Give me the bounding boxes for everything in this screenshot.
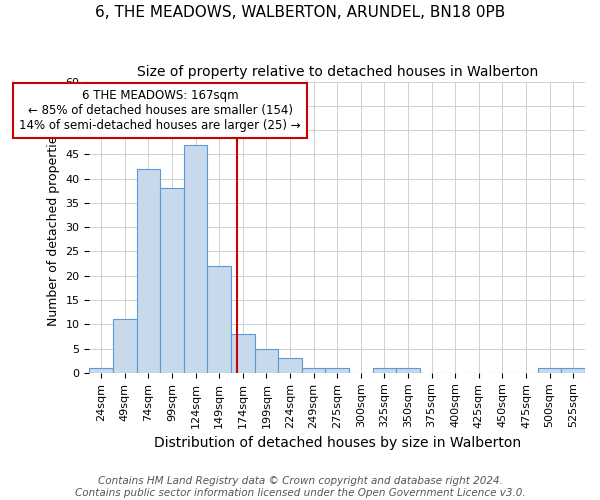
Bar: [254, 348, 278, 373]
Bar: [231, 334, 254, 373]
Bar: [302, 368, 325, 373]
Title: Size of property relative to detached houses in Walberton: Size of property relative to detached ho…: [137, 65, 538, 79]
Bar: [89, 368, 113, 373]
Bar: [396, 368, 420, 373]
X-axis label: Distribution of detached houses by size in Walberton: Distribution of detached houses by size …: [154, 436, 521, 450]
Bar: [208, 266, 231, 373]
Bar: [373, 368, 396, 373]
Text: Contains HM Land Registry data © Crown copyright and database right 2024.
Contai: Contains HM Land Registry data © Crown c…: [74, 476, 526, 498]
Text: 6 THE MEADOWS: 167sqm
← 85% of detached houses are smaller (154)
14% of semi-det: 6 THE MEADOWS: 167sqm ← 85% of detached …: [19, 89, 301, 132]
Bar: [160, 188, 184, 373]
Bar: [325, 368, 349, 373]
Text: 6, THE MEADOWS, WALBERTON, ARUNDEL, BN18 0PB: 6, THE MEADOWS, WALBERTON, ARUNDEL, BN18…: [95, 5, 505, 20]
Bar: [278, 358, 302, 373]
Bar: [562, 368, 585, 373]
Bar: [137, 169, 160, 373]
Y-axis label: Number of detached properties: Number of detached properties: [47, 128, 60, 326]
Bar: [184, 144, 208, 373]
Bar: [538, 368, 562, 373]
Bar: [113, 320, 137, 373]
